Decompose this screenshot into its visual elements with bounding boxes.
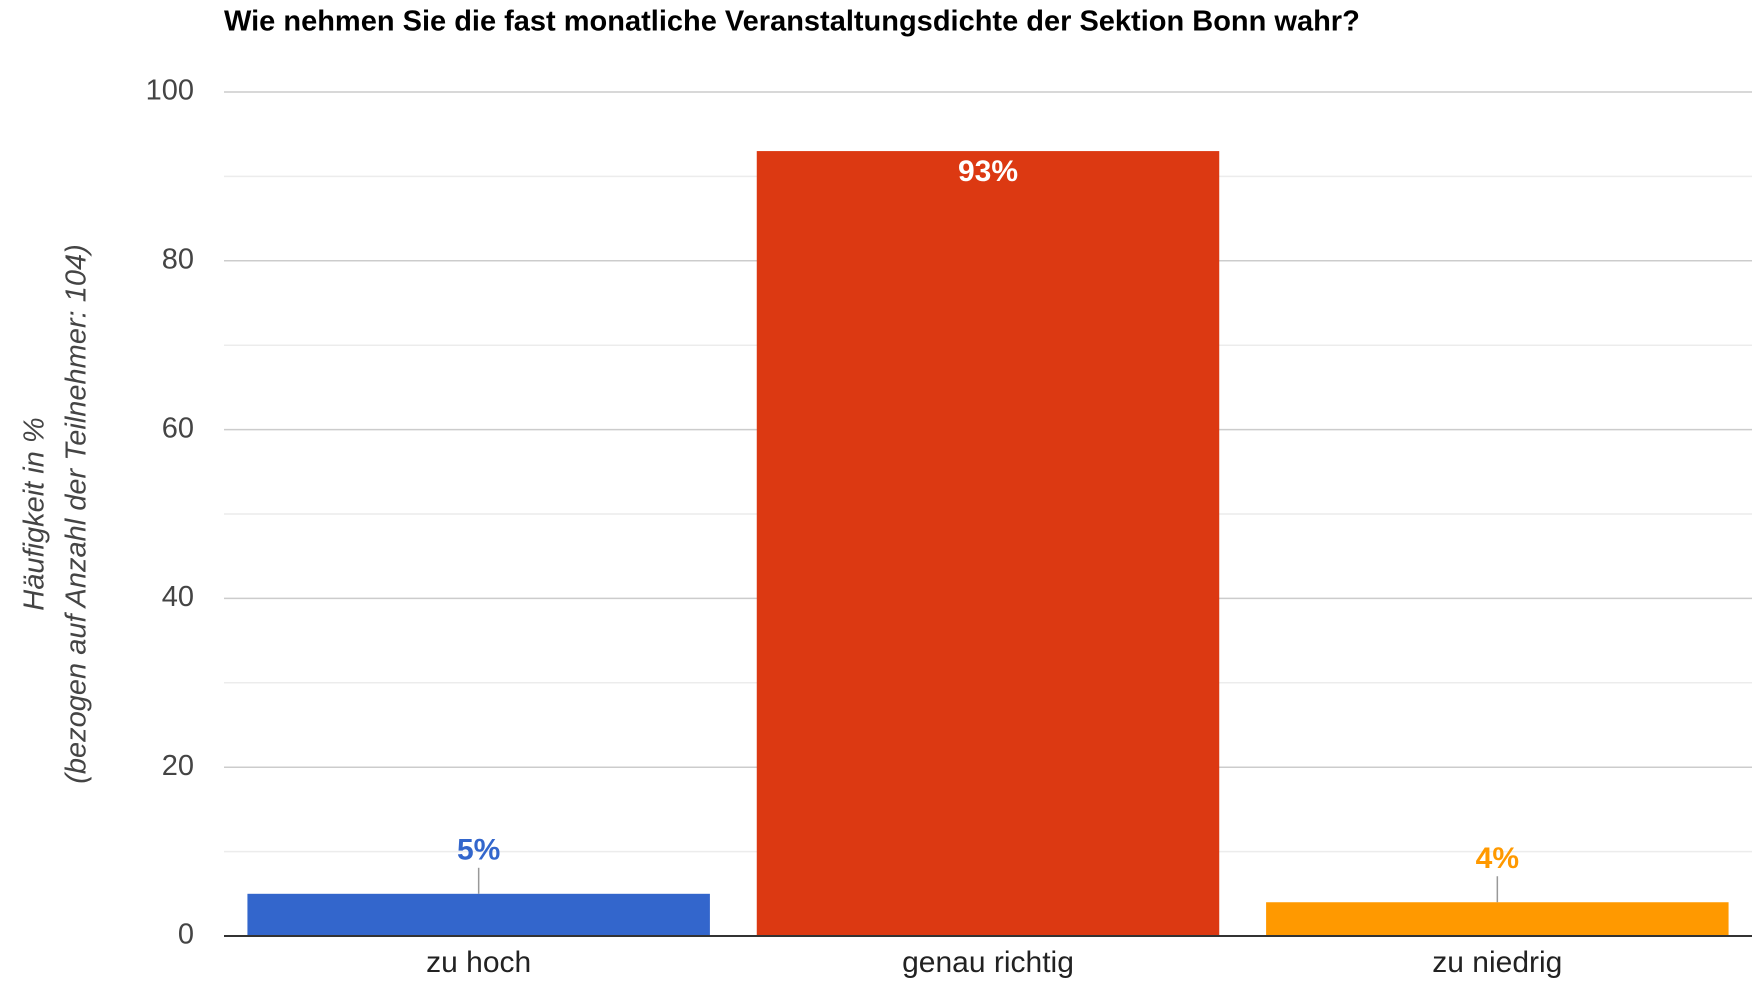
bar: [247, 893, 710, 936]
y-tick-label: 80: [162, 243, 194, 275]
y-tick-label: 40: [162, 581, 194, 613]
y-axis-label: Häufigkeit in %: [19, 417, 51, 610]
bar: [1266, 902, 1729, 936]
y-tick-label: 60: [162, 412, 194, 444]
y-tick-label: 20: [162, 750, 194, 782]
y-axis-label: (bezogen auf Anzahl der Teilnehmer: 104): [61, 244, 93, 784]
x-tick-label: zu hoch: [426, 946, 531, 979]
x-tick-label: zu niedrig: [1432, 946, 1562, 979]
value-label: 4%: [1476, 842, 1519, 875]
chart-title: Wie nehmen Sie die fast monatliche Veran…: [224, 6, 1360, 38]
value-label: 5%: [457, 834, 500, 867]
bar: [756, 151, 1220, 936]
value-label: 93%: [958, 155, 1018, 188]
x-tick-label: genau richtig: [902, 946, 1074, 979]
y-tick-label: 0: [178, 919, 194, 951]
y-tick-label: 100: [146, 75, 194, 107]
y-axis-label-group: Häufigkeit in % (bezogen auf Anzahl der …: [19, 244, 93, 784]
